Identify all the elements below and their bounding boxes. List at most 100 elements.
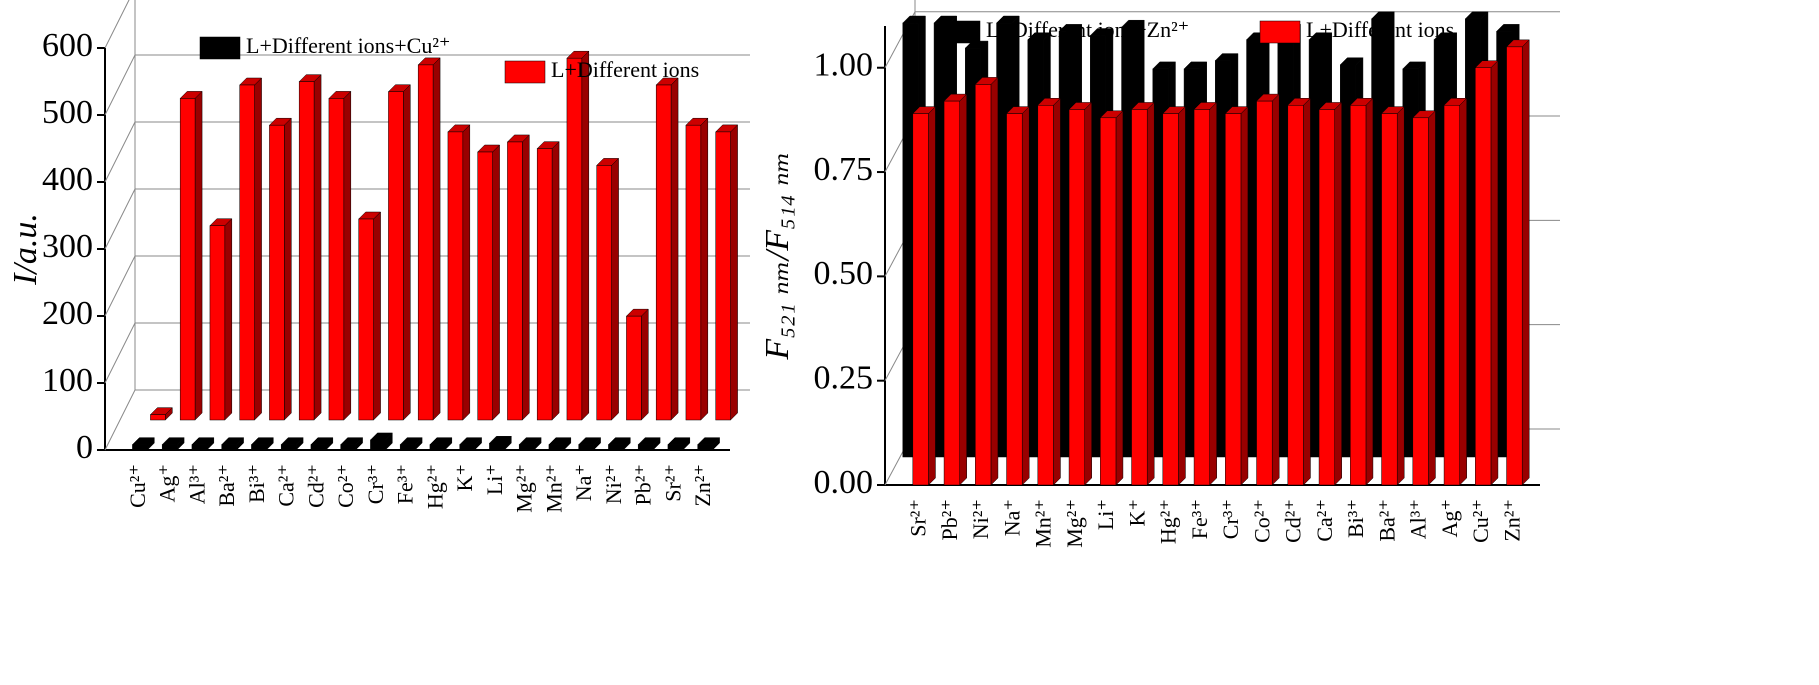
bar bbox=[1412, 117, 1429, 486]
bar bbox=[536, 148, 553, 421]
bar-side bbox=[1178, 106, 1186, 486]
y-tick-label: 0.00 bbox=[814, 464, 874, 501]
bar-side bbox=[224, 218, 233, 421]
grid-line bbox=[104, 322, 136, 384]
x-tick-label: Sr²⁺ bbox=[906, 499, 931, 537]
x-tick-label: Co²⁺ bbox=[333, 464, 358, 508]
y-tick-label: 600 bbox=[42, 27, 93, 64]
bar bbox=[667, 444, 684, 451]
bar bbox=[1162, 113, 1179, 486]
bar bbox=[608, 444, 624, 451]
bar bbox=[1068, 109, 1085, 486]
bar-side bbox=[730, 124, 738, 421]
y-tick-label: 0.25 bbox=[814, 359, 874, 396]
y-tick-label: 100 bbox=[42, 362, 93, 399]
x-tick-label: Fe³⁺ bbox=[393, 464, 418, 504]
bar-side bbox=[700, 117, 709, 421]
bar bbox=[310, 444, 327, 451]
bar bbox=[132, 444, 148, 451]
bar bbox=[1318, 109, 1335, 486]
bar bbox=[221, 444, 237, 451]
y-tick-label: 300 bbox=[42, 228, 93, 265]
x-tick-label: Sr²⁺ bbox=[660, 464, 685, 502]
x-tick-label: Ca²⁺ bbox=[1312, 499, 1337, 542]
x-tick-label: Cd²⁺ bbox=[303, 464, 328, 508]
x-tick-label: Zn²⁺ bbox=[690, 464, 715, 507]
bar-side bbox=[432, 57, 441, 421]
x-tick-label: Ag⁺ bbox=[1437, 499, 1462, 538]
bar bbox=[1475, 67, 1492, 486]
bar bbox=[179, 98, 196, 421]
legend-label: L+Different ions bbox=[551, 57, 699, 82]
bar bbox=[269, 124, 285, 421]
legend-swatch bbox=[504, 60, 546, 84]
bar bbox=[150, 414, 166, 421]
bar bbox=[1381, 113, 1398, 486]
bar bbox=[578, 444, 594, 451]
bar bbox=[251, 444, 267, 451]
bar-side bbox=[1271, 93, 1280, 486]
bar bbox=[358, 218, 374, 421]
bar bbox=[1100, 117, 1117, 486]
x-tick-label: Pb²⁺ bbox=[937, 499, 962, 540]
bar-side bbox=[1053, 97, 1061, 486]
bar bbox=[298, 81, 315, 421]
x-tick-label: Bi³⁺ bbox=[244, 464, 269, 503]
bar-side bbox=[313, 74, 322, 421]
grid-line bbox=[104, 188, 136, 250]
y-axis-title: I/a.u. bbox=[7, 213, 44, 286]
bar-side bbox=[343, 90, 352, 421]
bar-side bbox=[641, 308, 649, 421]
bar bbox=[1256, 100, 1273, 486]
bar bbox=[1443, 105, 1460, 486]
bar bbox=[655, 84, 672, 421]
x-tick-label: Al³⁺ bbox=[1406, 499, 1431, 539]
bar-side bbox=[670, 77, 679, 421]
bar-side bbox=[1459, 97, 1467, 486]
bar-side bbox=[373, 211, 381, 421]
x-tick-label: Na⁺ bbox=[571, 464, 596, 501]
x-tick-label: Ag⁺ bbox=[155, 464, 180, 503]
bar bbox=[280, 444, 297, 451]
bar bbox=[685, 124, 702, 421]
bar bbox=[1037, 105, 1054, 486]
bar bbox=[1506, 46, 1523, 486]
x-tick-label: Mg²⁺ bbox=[1062, 499, 1087, 548]
y-tick-label: 0 bbox=[76, 429, 93, 466]
grid-line bbox=[104, 255, 136, 317]
legend-label: L+Different ions+Cu²⁺ bbox=[246, 33, 451, 58]
bar bbox=[1006, 113, 1023, 486]
y-tick-label: 500 bbox=[42, 94, 93, 131]
bar bbox=[429, 444, 446, 451]
x-tick-label: Al³⁺ bbox=[184, 464, 209, 504]
x-tick-label: Li⁺ bbox=[1093, 499, 1118, 530]
bar-side bbox=[1334, 101, 1342, 486]
bar-side bbox=[1084, 101, 1092, 486]
bar-side bbox=[1115, 110, 1124, 486]
bar bbox=[1350, 105, 1367, 486]
bar bbox=[328, 98, 345, 421]
y-tick-label: 1.00 bbox=[814, 47, 874, 84]
bar bbox=[715, 131, 731, 421]
bar bbox=[399, 444, 416, 451]
bar-side bbox=[194, 90, 203, 421]
x-tick-label: Bi³⁺ bbox=[1343, 499, 1368, 538]
x-tick-label: Li⁺ bbox=[482, 464, 507, 495]
x-tick-label: Cd²⁺ bbox=[1281, 499, 1306, 543]
bar-side bbox=[1396, 106, 1405, 486]
bar-side bbox=[1428, 110, 1436, 486]
bar-side bbox=[1021, 106, 1030, 486]
x-tick-label: Pb²⁺ bbox=[631, 464, 656, 505]
bar-side bbox=[492, 144, 500, 421]
bar-side bbox=[462, 124, 471, 421]
bar-side bbox=[581, 50, 590, 421]
legend-swatch bbox=[1259, 20, 1301, 44]
x-tick-label: K⁺ bbox=[1124, 499, 1149, 527]
bar-side bbox=[611, 157, 619, 421]
bar bbox=[626, 315, 642, 421]
bar bbox=[518, 444, 535, 451]
bar bbox=[548, 444, 565, 451]
y-tick-label: 0.75 bbox=[814, 151, 874, 188]
y-tick-label: 0.50 bbox=[814, 255, 874, 292]
